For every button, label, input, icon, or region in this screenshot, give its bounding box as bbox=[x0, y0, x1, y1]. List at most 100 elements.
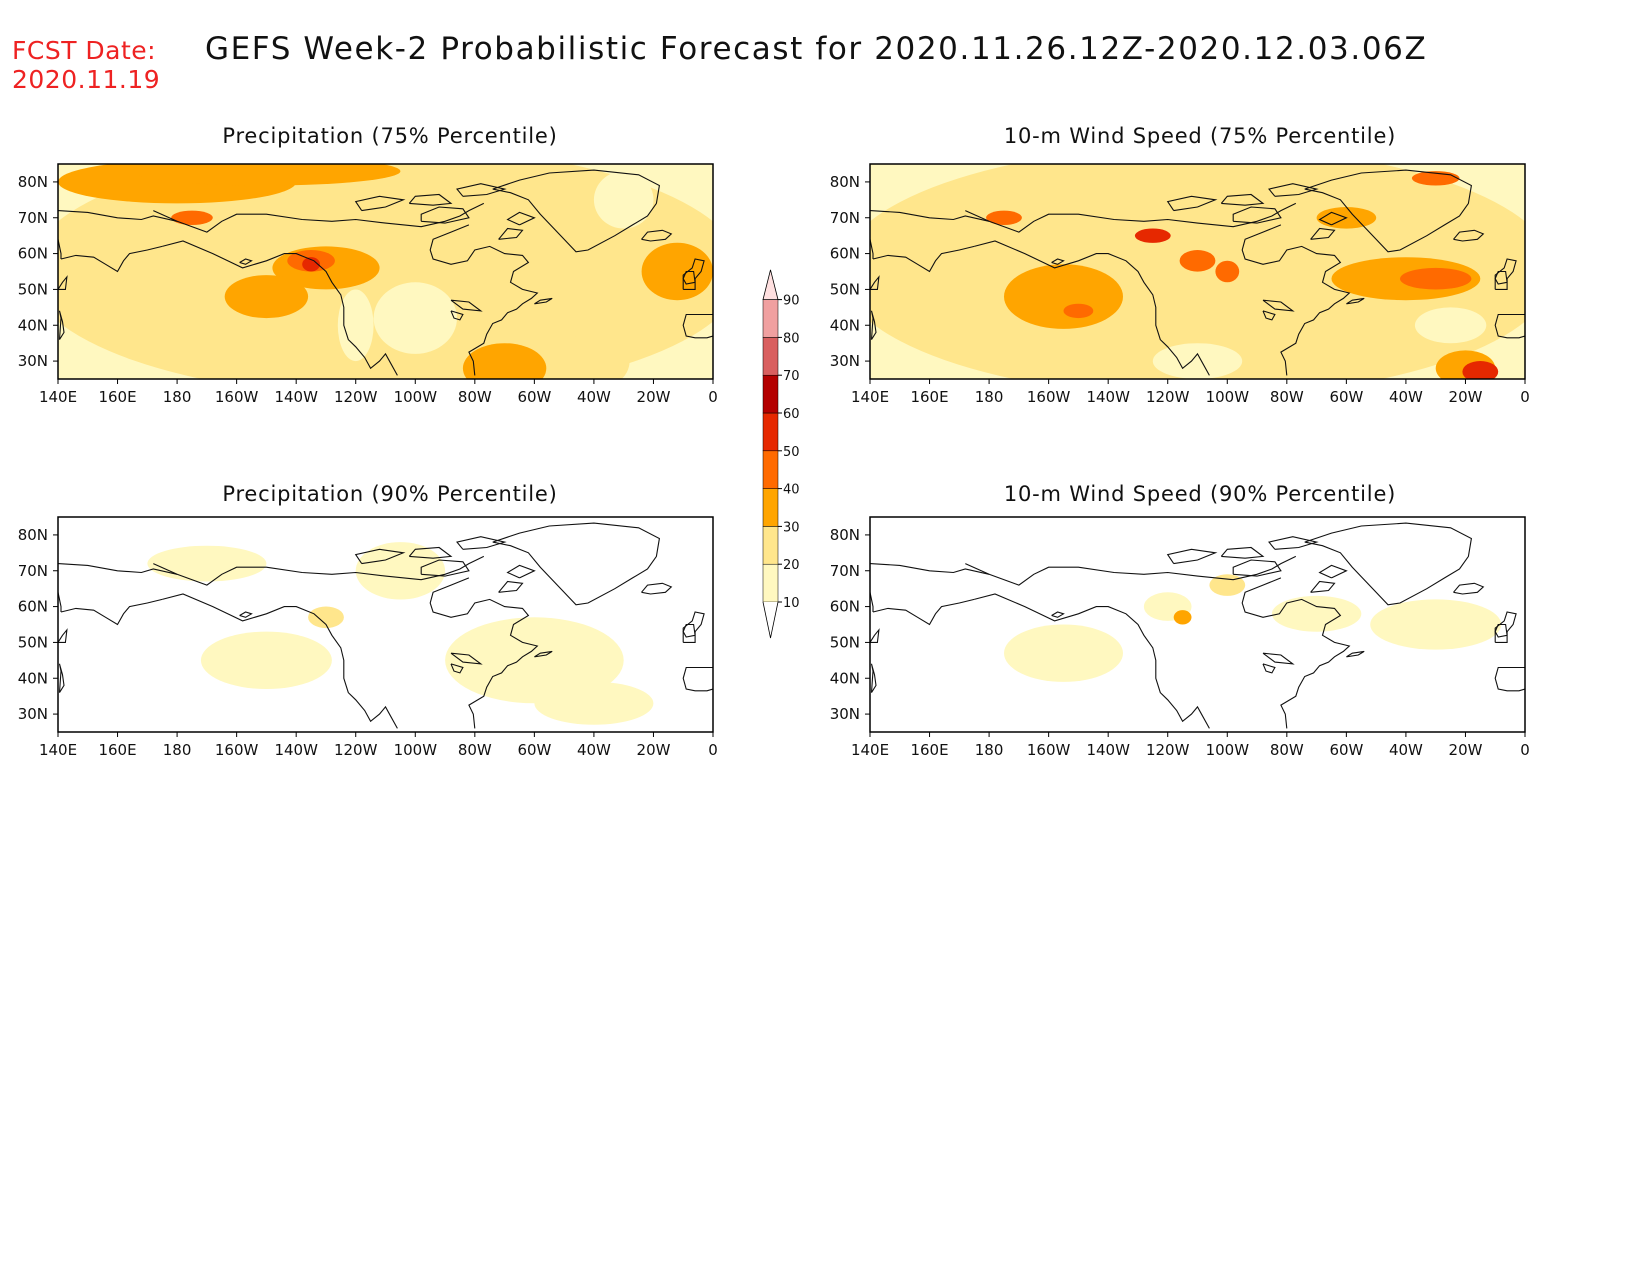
probability-contour bbox=[58, 164, 713, 379]
coastline bbox=[534, 297, 553, 305]
coastline bbox=[498, 580, 524, 593]
coastline bbox=[58, 592, 62, 612]
coastline bbox=[872, 598, 975, 626]
lon-label: 140W bbox=[1086, 741, 1130, 759]
probability-contour bbox=[302, 257, 320, 272]
coastline bbox=[1220, 546, 1265, 559]
colorbar-arrow-top bbox=[762, 269, 779, 300]
lat-label: 30N bbox=[18, 352, 48, 370]
lon-label: 100W bbox=[1206, 741, 1250, 759]
probability-contour bbox=[1004, 624, 1123, 682]
coastline bbox=[1453, 582, 1485, 595]
coastline bbox=[162, 240, 398, 376]
coastline bbox=[506, 564, 536, 579]
lon-label: 160E bbox=[910, 741, 948, 759]
coastline bbox=[429, 577, 539, 729]
coastline bbox=[870, 628, 880, 643]
coastline bbox=[492, 522, 661, 606]
probability-contour bbox=[462, 343, 547, 379]
coastline bbox=[506, 211, 536, 226]
lat-label: 70N bbox=[18, 209, 48, 227]
coastline bbox=[429, 224, 539, 376]
coastline bbox=[1268, 536, 1319, 550]
lon-label: 80W bbox=[458, 741, 492, 759]
lon-label: 40W bbox=[577, 388, 611, 406]
colorbar-label: 50 bbox=[783, 445, 800, 460]
shading-layer bbox=[870, 164, 1525, 379]
colorbar-label: 20 bbox=[783, 558, 800, 573]
lat-label: 80N bbox=[18, 173, 48, 191]
probability-contour bbox=[337, 289, 374, 362]
lat-label: 70N bbox=[18, 562, 48, 580]
probability-contour bbox=[986, 210, 1022, 225]
map-frame bbox=[869, 163, 1526, 380]
colorbar-segment bbox=[762, 563, 779, 603]
coastline bbox=[870, 592, 874, 612]
lon-label: 60W bbox=[517, 388, 551, 406]
colorbar-label: 90 bbox=[783, 294, 800, 309]
lat-label: 80N bbox=[18, 526, 48, 544]
coastline bbox=[974, 593, 1210, 729]
coastline bbox=[58, 663, 65, 693]
coastline bbox=[1051, 258, 1065, 265]
probability-contour bbox=[147, 545, 267, 582]
lat-label: 70N bbox=[830, 562, 860, 580]
panel-title-wind-75: 10-m Wind Speed (75% Percentile) bbox=[1003, 124, 1397, 148]
forecast-date-value: 2020.11.19 bbox=[12, 65, 161, 94]
lon-label: 140W bbox=[274, 388, 318, 406]
colorbar-segment bbox=[762, 374, 779, 414]
coastline bbox=[456, 183, 507, 197]
lon-label: 120W bbox=[1146, 388, 1190, 406]
lat-label: 40N bbox=[18, 669, 48, 687]
probability-contour bbox=[171, 210, 213, 225]
shading-layer bbox=[870, 517, 1525, 732]
coastline bbox=[965, 202, 1297, 233]
probability-contour bbox=[355, 542, 446, 600]
shading-layer bbox=[58, 517, 713, 732]
forecast-date-block: FCST Date: 2020.11.19 bbox=[12, 36, 160, 94]
lon-label: 20W bbox=[637, 741, 671, 759]
colorbar-label: 70 bbox=[783, 369, 800, 384]
coastline bbox=[1166, 195, 1218, 212]
coastline bbox=[450, 663, 464, 674]
lat-label: 50N bbox=[18, 280, 48, 298]
probability-contour bbox=[558, 332, 630, 379]
coastline bbox=[870, 210, 990, 222]
probability-contour bbox=[593, 171, 654, 229]
lon-label: 160E bbox=[910, 388, 948, 406]
colorbar-label: 40 bbox=[783, 483, 800, 498]
map-panel-precip-75: 80N 70N 60N 50N 40N 30N 140E 160E 180 160W 140W 120… bbox=[18, 163, 718, 406]
coastline bbox=[974, 240, 1210, 376]
lon-label: 0 bbox=[1520, 388, 1530, 406]
probability-contour bbox=[132, 164, 401, 186]
coastline bbox=[1232, 559, 1282, 577]
coastline bbox=[682, 666, 713, 692]
probability-contour bbox=[1215, 260, 1240, 283]
coastline bbox=[1241, 577, 1351, 729]
coastline bbox=[58, 563, 178, 575]
lon-label: 0 bbox=[1520, 741, 1530, 759]
probability-contour bbox=[308, 606, 344, 629]
colorbar-label: 80 bbox=[783, 331, 800, 346]
panel-title-wind-90: 10-m Wind Speed (90% Percentile) bbox=[1003, 482, 1397, 506]
coastline bbox=[1232, 206, 1282, 224]
colorbar-segment bbox=[762, 488, 779, 527]
lat-label: 50N bbox=[830, 633, 860, 651]
coastline bbox=[420, 206, 470, 224]
lon-label: 120W bbox=[334, 741, 378, 759]
lon-label: 160E bbox=[98, 388, 136, 406]
coastline bbox=[872, 245, 975, 273]
lon-label: 20W bbox=[637, 388, 671, 406]
coastline bbox=[450, 652, 483, 665]
lon-label: 120W bbox=[334, 388, 378, 406]
lon-label: 60W bbox=[1329, 388, 1363, 406]
coastline bbox=[1262, 663, 1276, 674]
coastline bbox=[60, 598, 163, 626]
lat-label: 70N bbox=[830, 209, 860, 227]
colorbar-segment bbox=[762, 299, 779, 338]
coastline bbox=[1494, 270, 1508, 285]
coastline bbox=[456, 536, 507, 550]
colorbar-arrow-bottom bbox=[762, 601, 779, 639]
coastline bbox=[354, 195, 406, 212]
